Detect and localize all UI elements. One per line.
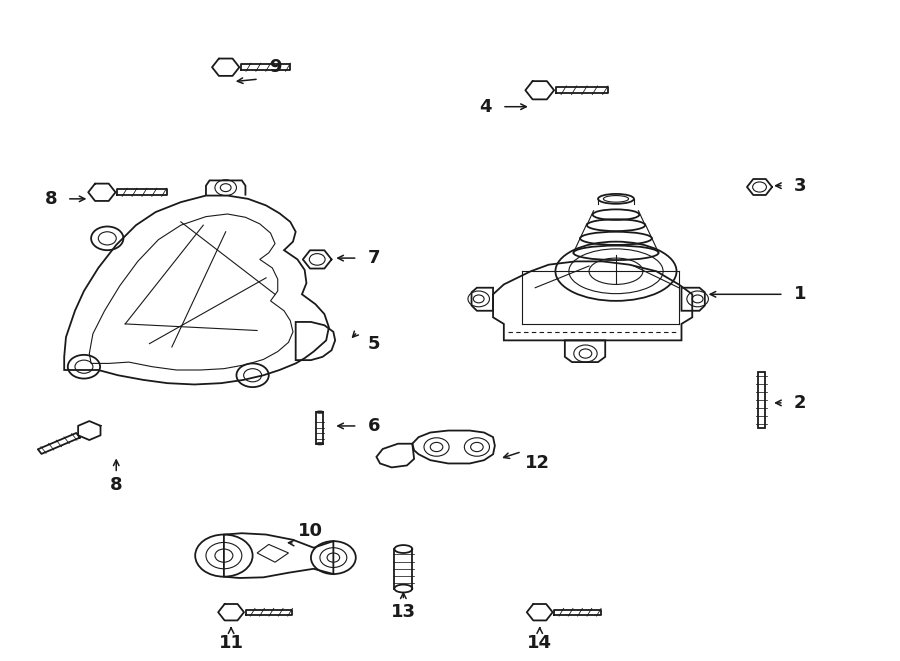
Text: 10: 10 bbox=[299, 522, 323, 540]
Text: 6: 6 bbox=[367, 417, 380, 435]
Text: 7: 7 bbox=[367, 249, 380, 267]
Text: 11: 11 bbox=[219, 634, 244, 652]
Bar bbox=[316, 412, 323, 444]
Text: 2: 2 bbox=[794, 394, 806, 412]
Text: 5: 5 bbox=[367, 334, 380, 353]
Bar bbox=[758, 371, 765, 428]
Text: 3: 3 bbox=[794, 176, 806, 195]
Text: 8: 8 bbox=[44, 190, 57, 208]
Text: 1: 1 bbox=[794, 286, 806, 303]
Text: 4: 4 bbox=[480, 98, 492, 116]
Text: 9: 9 bbox=[269, 58, 282, 76]
Text: 14: 14 bbox=[527, 634, 553, 652]
Text: 8: 8 bbox=[110, 476, 122, 494]
Text: 13: 13 bbox=[391, 603, 416, 621]
Text: 12: 12 bbox=[526, 455, 551, 473]
